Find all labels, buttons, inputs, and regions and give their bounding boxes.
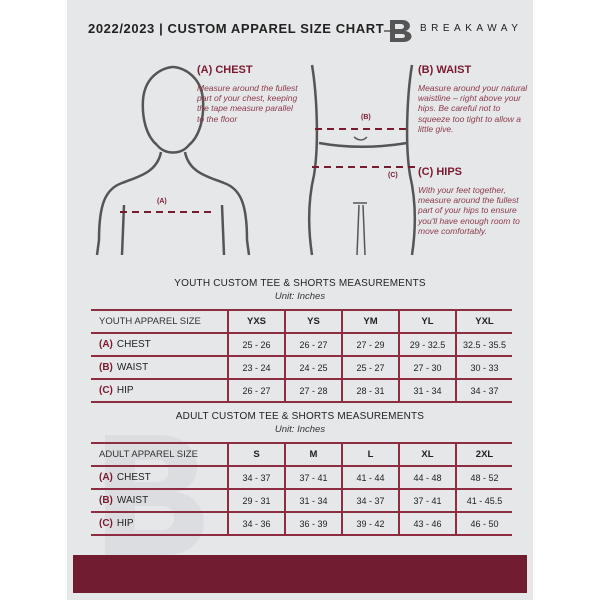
table-cell: 27 - 29 — [341, 333, 399, 357]
adult-table-unit: Unit: Inches — [274, 424, 326, 435]
size-header: S — [227, 442, 285, 467]
waist-description: Measure around your natural waistline – … — [418, 83, 528, 134]
table-row: (A) CHEST 34 - 37 37 - 41 41 - 44 44 - 48 48 … — [91, 466, 512, 490]
table-cell: 25 - 27 — [341, 356, 399, 380]
table-header-row: ADULT APPAREL SIZE S M L XL 2XL — [91, 442, 512, 467]
size-header: YXS — [227, 309, 285, 334]
row-label: (C) HIP — [91, 512, 228, 536]
table-cell: 41 - 44 — [341, 466, 399, 490]
size-header: XL — [398, 442, 456, 467]
row-marker: (B) — [99, 495, 113, 506]
table-cell: 31 - 34 — [398, 379, 456, 403]
table-cell: 26 - 27 — [227, 379, 285, 403]
table-cell: 37 - 41 — [284, 466, 342, 490]
table-row: (C) HIP 26 - 27 27 - 28 28 - 31 31 - 34 34 - … — [91, 379, 512, 403]
breakaway-logo-icon — [384, 20, 412, 42]
table-cell: 36 - 39 — [284, 512, 342, 536]
body-figures — [95, 64, 416, 256]
table-cell: 48 - 52 — [455, 466, 512, 490]
adult-size-table: ADULT APPAREL SIZE S M L XL 2XL (A) CHEST… — [91, 442, 512, 536]
footer-bar — [73, 555, 527, 593]
table-cell: 34 - 36 — [227, 512, 285, 536]
upper-body-figure-icon — [95, 65, 251, 256]
row-name: HIP — [116, 385, 134, 396]
chest-heading: (A) CHEST — [197, 64, 253, 76]
chest-description: Measure around the fullest part of your … — [197, 83, 298, 124]
row-marker: (B) — [99, 362, 113, 373]
table-cell: 27 - 30 — [398, 356, 456, 380]
row-label: (C) HIP — [91, 379, 228, 403]
lower-body-figure-icon — [308, 64, 416, 256]
youth-header-label: YOUTH APPAREL SIZE — [91, 309, 228, 334]
row-marker: (C) — [99, 518, 113, 529]
table-row: (B) WAIST 23 - 24 24 - 25 25 - 27 27 - 30 30 … — [91, 356, 512, 380]
adult-table-title: ADULT CUSTOM TEE & SHORTS MEASUREMENTS — [175, 411, 425, 422]
row-label: (B) WAIST — [91, 356, 228, 380]
youth-table-unit: Unit: Inches — [274, 291, 326, 302]
table-cell: 30 - 33 — [455, 356, 512, 380]
table-cell: 29 - 32.5 — [398, 333, 456, 357]
table-cell: 43 - 46 — [398, 512, 456, 536]
table-cell: 27 - 28 — [284, 379, 342, 403]
table-cell: 29 - 31 — [227, 489, 285, 513]
table-cell: 31 - 34 — [284, 489, 342, 513]
table-cell: 23 - 24 — [227, 356, 285, 380]
page-title: 2022/2023 | CUSTOM APPAREL SIZE CHART — [88, 21, 385, 36]
youth-size-table: YOUTH APPAREL SIZE YXS YS YM YL YXL (A) C… — [91, 309, 512, 403]
table-row: (C) HIP 34 - 36 36 - 39 39 - 42 43 - 46 46 - … — [91, 512, 512, 536]
youth-table-title: YOUTH CUSTOM TEE & SHORTS MEASUREMENTS — [174, 278, 426, 289]
table-cell: 28 - 31 — [341, 379, 399, 403]
table-header-row: YOUTH APPAREL SIZE YXS YS YM YL YXL — [91, 309, 512, 334]
brand-name: BREAKAWAY — [420, 23, 523, 34]
table-row: (A) CHEST 25 - 26 26 - 27 27 - 29 29 - 32.5 3… — [91, 333, 512, 357]
size-header: YXL — [455, 309, 512, 334]
table-cell: 41 - 45.5 — [455, 489, 512, 513]
chest-marker: (A) — [157, 198, 167, 205]
table-cell: 25 - 26 — [227, 333, 285, 357]
table-cell: 34 - 37 — [227, 466, 285, 490]
table-cell: 39 - 42 — [341, 512, 399, 536]
size-header: 2XL — [455, 442, 512, 467]
row-name: WAIST — [116, 362, 149, 373]
table-cell: 37 - 41 — [398, 489, 456, 513]
table-row: (B) WAIST 29 - 31 31 - 34 34 - 37 37 - 41 41 … — [91, 489, 512, 513]
waist-heading: (B) WAIST — [418, 64, 472, 76]
table-cell: 32.5 - 35.5 — [455, 333, 512, 357]
table-cell: 46 - 50 — [455, 512, 512, 536]
row-label: (A) CHEST — [91, 333, 228, 357]
row-name: CHEST — [116, 339, 151, 350]
table-cell: 34 - 37 — [341, 489, 399, 513]
size-header: YL — [398, 309, 456, 334]
size-header: L — [341, 442, 399, 467]
table-cell: 34 - 37 — [455, 379, 512, 403]
table-cell: 44 - 48 — [398, 466, 456, 490]
row-marker: (C) — [99, 385, 113, 396]
size-header: YM — [341, 309, 399, 334]
row-name: WAIST — [116, 495, 149, 506]
row-label: (B) WAIST — [91, 489, 228, 513]
hips-heading: (C) HIPS — [418, 166, 462, 178]
hips-marker: (C) — [388, 172, 398, 179]
table-cell: 24 - 25 — [284, 356, 342, 380]
adult-header-label: ADULT APPAREL SIZE — [91, 442, 228, 467]
row-name: HIP — [116, 518, 134, 529]
size-header: M — [284, 442, 342, 467]
table-cell: 26 - 27 — [284, 333, 342, 357]
row-marker: (A) — [99, 472, 113, 483]
hips-description: With your feet together, measure around … — [418, 185, 520, 236]
row-marker: (A) — [99, 339, 113, 350]
row-label: (A) CHEST — [91, 466, 228, 490]
waist-marker: (B) — [361, 114, 371, 121]
row-name: CHEST — [116, 472, 151, 483]
size-header: YS — [284, 309, 342, 334]
